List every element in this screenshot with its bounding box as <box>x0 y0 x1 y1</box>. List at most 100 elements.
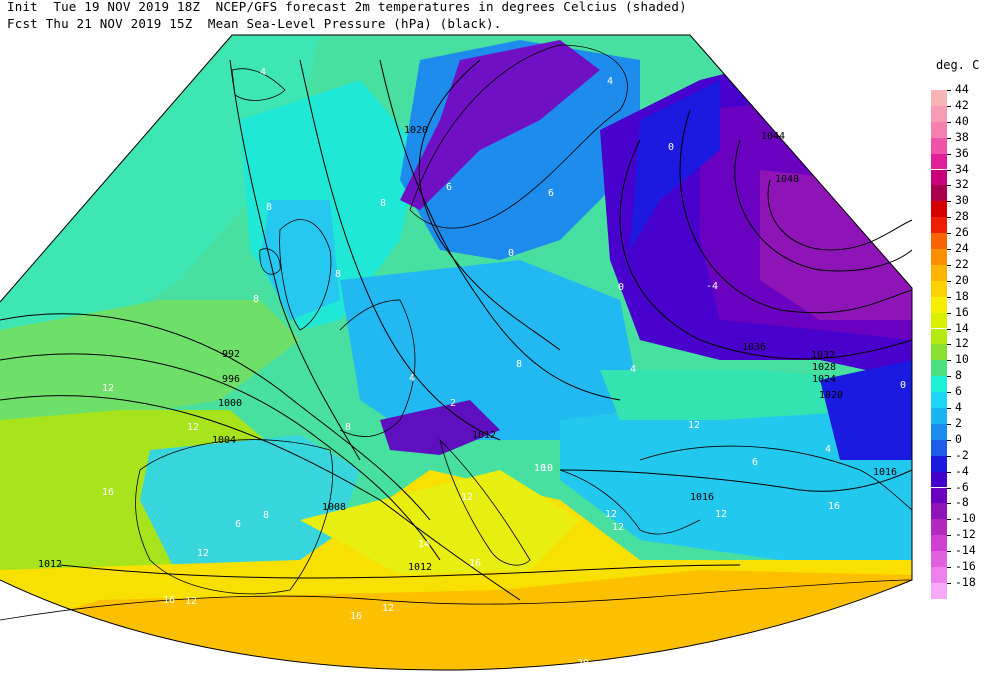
isobar-label: 1012 <box>408 562 432 573</box>
legend-label: 12 <box>955 336 969 351</box>
legend-label: 6 <box>955 384 962 399</box>
legend-swatch <box>931 519 947 536</box>
isobar-label: 996 <box>222 374 240 385</box>
legend-label: 40 <box>955 113 969 128</box>
legend-swatch <box>931 582 947 599</box>
legend-label: 16 <box>955 304 969 319</box>
legend-tick <box>947 535 951 537</box>
legend-tick <box>947 455 951 457</box>
legend-tick <box>947 153 951 155</box>
temp-label: 4 <box>607 76 613 87</box>
temp-label: 4 <box>409 373 415 384</box>
legend-label: 10 <box>955 352 969 367</box>
isobar-label: 1016 <box>873 467 897 478</box>
legend-label: 2 <box>955 415 962 430</box>
legend-tick <box>947 471 951 473</box>
isobar-label: 1032 <box>811 350 835 361</box>
legend-swatch <box>931 487 947 504</box>
legend-tick <box>947 201 951 203</box>
temp-label: 16 <box>469 558 481 569</box>
legend-label: 4 <box>955 400 962 414</box>
legend-tick <box>947 233 951 235</box>
legend-swatch <box>931 90 947 106</box>
isobar-label: 1028 <box>812 362 836 373</box>
legend-swatch <box>931 360 947 377</box>
legend-swatch <box>931 312 947 329</box>
legend-swatch <box>931 153 947 170</box>
isobar-label: 1020 <box>819 390 843 401</box>
legend-label: 14 <box>955 320 969 335</box>
legend-label: 18 <box>955 288 969 303</box>
temp-label: 6 <box>548 188 554 199</box>
map-boundary <box>0 34 913 671</box>
isobar-label: 1008 <box>322 502 346 513</box>
legend-tick <box>947 567 951 568</box>
legend-tick <box>947 264 951 266</box>
legend-label: 26 <box>955 225 969 240</box>
legend-tick <box>947 90 951 91</box>
legend-swatch <box>931 376 947 393</box>
legend-label: 36 <box>955 145 969 160</box>
legend-swatch <box>931 169 947 186</box>
legend-swatch <box>931 344 947 361</box>
legend-label: 24 <box>955 241 969 255</box>
legend-tick <box>947 169 951 171</box>
legend-tick <box>947 408 951 409</box>
legend-swatch <box>931 233 947 249</box>
legend-label: 44 <box>955 82 969 96</box>
temperature-labels: 4 4 0 8 8 6 6 8 8 0 2 8 4 4 8 10 12 12 1… <box>102 67 906 669</box>
legend-label: 34 <box>955 161 969 176</box>
temp-label: 16 <box>828 501 840 512</box>
legend-tick <box>947 344 951 346</box>
temp-label: 0 <box>508 248 514 259</box>
isobar-label: 1012 <box>472 430 496 441</box>
temp-label: 10 <box>534 463 546 474</box>
isobar-label: 1004 <box>212 435 236 446</box>
isobar-label: 1020 <box>404 125 428 136</box>
temp-label: 16 <box>350 611 362 622</box>
legend-tick <box>947 249 951 250</box>
legend-label: -16 <box>955 559 976 573</box>
legend-label: -4 <box>955 463 969 478</box>
legend-tick <box>947 217 951 219</box>
legend-swatch <box>931 201 947 218</box>
legend-tick <box>947 487 951 489</box>
legend-label: -12 <box>955 527 976 542</box>
temp-label: 6 <box>446 182 452 193</box>
legend-tick <box>947 121 951 123</box>
legend-tick <box>947 503 951 505</box>
temp-label: 12 <box>461 492 473 503</box>
legend-swatch <box>931 264 947 281</box>
legend-label: -2 <box>955 447 969 462</box>
legend-tick <box>947 296 951 298</box>
legend-swatch <box>931 280 947 297</box>
legend-label: 22 <box>955 256 969 271</box>
temp-label: 12 <box>605 509 617 520</box>
isobars <box>0 59 913 601</box>
legend-tick <box>947 328 951 330</box>
legend-swatch <box>931 121 947 138</box>
legend-label: 0 <box>955 431 962 446</box>
isobar-label: 992 <box>222 349 240 360</box>
temp-label: 8 <box>345 422 351 433</box>
legend-label: -18 <box>955 574 976 589</box>
legend-tick <box>947 105 951 107</box>
temp-label: 8 <box>380 198 386 209</box>
legend-swatch <box>931 439 947 456</box>
temp-label: 12 <box>612 522 624 533</box>
temp-label: 12 <box>382 603 394 614</box>
legend-label: 32 <box>955 177 969 192</box>
legend-tick <box>947 360 951 362</box>
isobar-label: 1044 <box>761 131 785 142</box>
legend-swatch <box>931 296 947 313</box>
legend-tick <box>947 582 951 584</box>
legend-tick <box>947 312 951 314</box>
legend-label: 42 <box>955 97 969 112</box>
legend-tick <box>947 423 951 425</box>
temp-label: 8 <box>253 294 259 305</box>
temp-label: 0 <box>618 282 624 293</box>
temp-label: 4 <box>260 67 266 78</box>
legend-tick <box>947 392 951 394</box>
legend-tick <box>947 376 951 378</box>
legend-label: 8 <box>955 368 962 383</box>
